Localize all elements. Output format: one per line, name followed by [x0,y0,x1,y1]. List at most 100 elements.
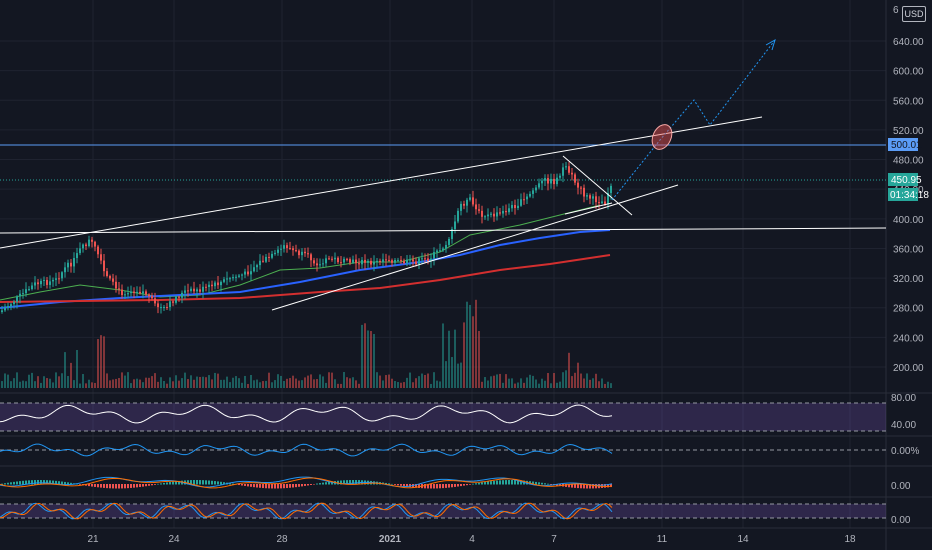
candle-body-49 [148,294,150,297]
volume-bar-194 [583,378,585,388]
macd-hist-192 [577,484,579,489]
volume-bar-167 [502,382,504,388]
volume-bar-168 [505,374,507,388]
volume-bar-97 [292,375,294,388]
last-price-tag: 450.95 01:34:18 [888,173,929,201]
candle-body-132 [397,259,399,261]
volume-bar-95 [286,378,288,388]
candle-body-181 [544,178,546,181]
candle-body-81 [244,271,246,275]
volume-bar-69 [208,375,210,388]
candle-body-102 [307,253,309,255]
volume-bar-51 [154,373,156,388]
candle-body-153 [460,203,462,211]
macd-hist-49 [148,484,150,486]
macd-hist-182 [547,483,549,485]
macd-hist-147 [442,484,444,489]
candle-body-120 [361,259,363,265]
volume-bar-64 [193,379,195,388]
macd-hist-129 [388,483,390,485]
candle-body-190 [571,172,573,175]
candle-body-80 [241,274,243,276]
macd-hist-39 [118,484,120,489]
macd-hist-107 [322,482,324,485]
volume-bar-182 [547,373,549,388]
volume-bar-110 [331,372,333,388]
candle-body-128 [385,259,387,261]
macd-hist-103 [310,484,312,486]
macd-hist-161 [484,481,486,485]
candle-body-177 [532,190,534,194]
volume-bar-139 [418,376,420,388]
volume-bar-55 [166,383,168,388]
candle-body-4 [13,301,15,305]
volume-bar-133 [400,382,402,388]
macd-hist-97 [292,484,294,488]
candle-body-16 [49,281,51,285]
candle-body-116 [349,259,351,263]
volume-bar-166 [499,373,501,388]
volume-bar-105 [316,379,318,388]
volume-bar-122 [367,330,369,388]
volume-bar-34 [103,336,105,388]
volume-bar-7 [22,380,24,388]
volume-bar-28 [85,383,87,388]
candle-body-84 [253,267,255,272]
volume-bar-76 [229,382,231,388]
currency-button[interactable]: USD [902,6,926,22]
volume-bar-126 [379,375,381,388]
volume-bar-196 [589,379,591,388]
volume-bar-92 [277,374,279,388]
candle-body-51 [154,298,156,304]
macd-hist-114 [343,480,345,485]
candle-body-67 [202,286,204,292]
candle-body-87 [262,260,264,262]
candle-body-170 [511,205,513,209]
volume-bar-53 [160,377,162,388]
time-axis[interactable]: 21 24 28 2021 4 7 11 14 18 [87,534,856,545]
candle-body-71 [214,282,216,287]
volume-bar-57 [172,381,174,388]
candle-body-114 [343,258,345,263]
candle-body-72 [217,282,219,286]
ma-mid-line [0,229,611,309]
macd-hist-164 [493,480,495,485]
macd-hist-171 [514,480,516,485]
candle-body-56 [169,301,171,308]
volume-bar-94 [283,380,285,388]
macd-hist-70 [211,480,213,485]
macd-hist-22 [67,482,69,485]
volume-bar-79 [238,378,240,388]
macd-hist-95 [286,484,288,489]
macd-hist-16 [49,480,51,485]
macd-hist-63 [190,480,192,485]
volume-bar-82 [247,383,249,388]
candle-body-32 [97,246,99,255]
candle-body-149 [448,238,450,245]
macd-hist-189 [568,484,570,488]
candle-body-137 [412,259,414,262]
candle-body-95 [286,245,288,249]
macd-hist-159 [478,482,480,485]
volume-bar-200 [601,378,603,388]
candle-body-152 [457,210,459,222]
volume-bar-145 [436,380,438,388]
volume-bar-179 [538,383,540,388]
candle-body-45 [136,291,138,294]
candle-body-199 [598,202,600,204]
candle-body-10 [31,285,33,290]
price-tick-3: 520.00 [893,126,924,137]
indicator-panes [0,402,886,520]
candle-body-121 [364,259,366,263]
macd-hist-167 [502,480,504,485]
candle-body-111 [334,257,336,260]
candle-body-131 [394,259,396,263]
candle-body-5 [16,296,18,302]
macd-hist-18 [55,480,57,485]
candle-body-118 [355,259,357,264]
macd-hist-191 [574,484,576,488]
macd-hist-98 [295,484,297,488]
candle-body-6 [19,293,21,297]
volume-bar-88 [265,380,267,388]
